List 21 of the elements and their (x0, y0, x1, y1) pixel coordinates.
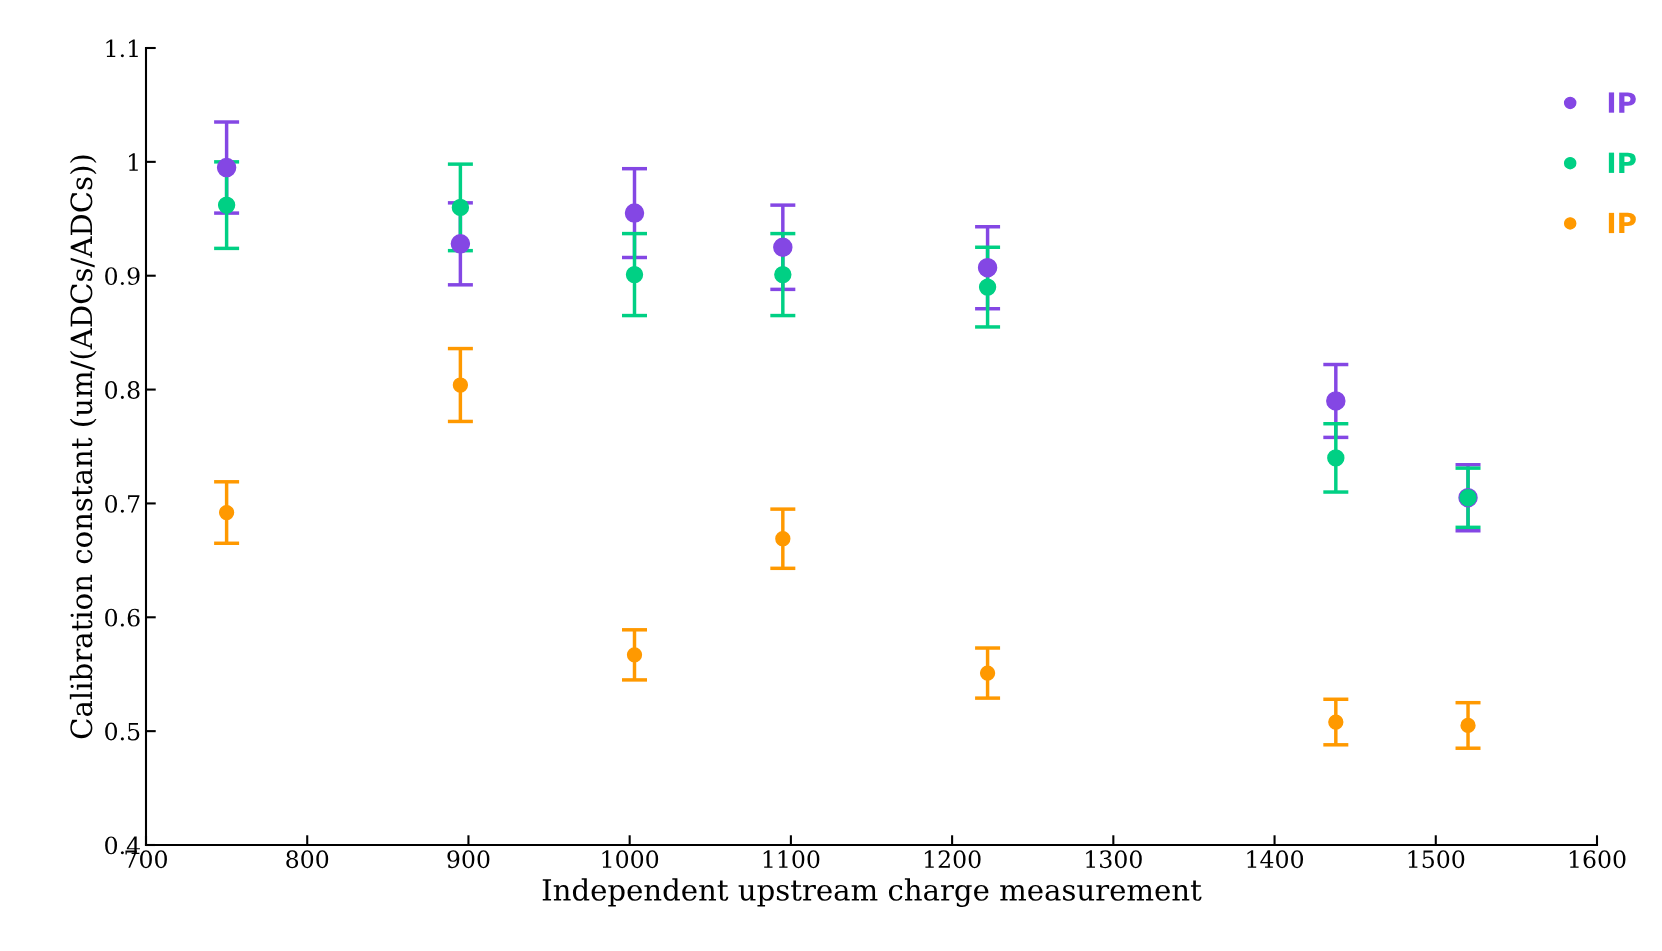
y-tick-label: 0.7 (105, 494, 140, 513)
x-tick-label: 1500 (1408, 850, 1465, 869)
x-tick-label: 1600 (1569, 850, 1626, 869)
y-tick-label: 0.5 (105, 722, 140, 741)
legend-label: IP (1608, 212, 1636, 234)
y-tick-label: 0.8 (105, 381, 140, 399)
y-tick-label: 1.1 (106, 39, 138, 58)
legend-label: IP (1608, 152, 1636, 173)
x-tick-label: 1400 (1247, 850, 1304, 869)
x-tick-label: 1300 (1086, 850, 1142, 869)
y-axis-title: Calibration constant (um/(ADCs/ADCs)) (69, 155, 97, 739)
x-tick-label: 1100 (763, 850, 820, 869)
x-tick-label: 1200 (924, 850, 981, 869)
x-tick-label: 1000 (602, 850, 659, 869)
legend-label: IP (1608, 92, 1636, 113)
x-tick-label: 800 (286, 850, 329, 869)
y-tick-label: 1 (129, 153, 138, 171)
x-tick-label: 900 (447, 850, 490, 869)
x-axis-title: Independent upstream charge measurement (542, 878, 1202, 907)
y-tick-label: 0.9 (105, 267, 140, 286)
y-tick-label: 0.6 (105, 608, 140, 627)
